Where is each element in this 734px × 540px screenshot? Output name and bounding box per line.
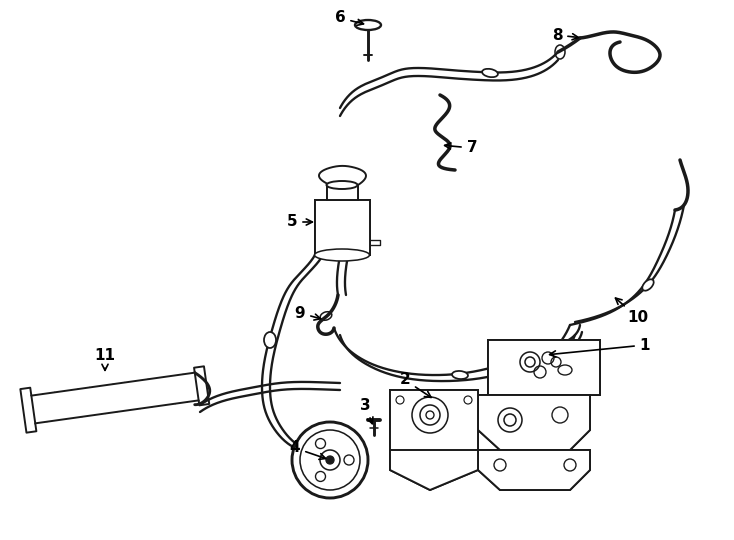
Ellipse shape <box>642 279 654 291</box>
Polygon shape <box>315 200 370 255</box>
Circle shape <box>292 422 368 498</box>
Circle shape <box>326 456 334 464</box>
Polygon shape <box>32 373 199 423</box>
Ellipse shape <box>264 332 276 348</box>
Polygon shape <box>478 395 590 450</box>
Text: 5: 5 <box>287 214 313 230</box>
Text: 11: 11 <box>95 348 115 370</box>
Polygon shape <box>327 185 358 200</box>
Text: 7: 7 <box>445 140 477 156</box>
Ellipse shape <box>355 20 381 30</box>
Polygon shape <box>488 340 600 395</box>
Text: 2: 2 <box>399 373 431 397</box>
Text: 4: 4 <box>290 441 326 460</box>
Polygon shape <box>390 450 478 490</box>
Polygon shape <box>478 450 590 490</box>
Ellipse shape <box>327 181 357 189</box>
Text: 10: 10 <box>616 298 649 326</box>
Text: 8: 8 <box>552 28 578 43</box>
Polygon shape <box>390 390 478 470</box>
Text: 9: 9 <box>294 306 321 321</box>
Text: 1: 1 <box>550 338 650 357</box>
Text: 6: 6 <box>335 10 363 25</box>
Ellipse shape <box>482 69 498 77</box>
Text: 3: 3 <box>360 397 373 424</box>
Ellipse shape <box>452 371 468 379</box>
Ellipse shape <box>314 249 369 261</box>
